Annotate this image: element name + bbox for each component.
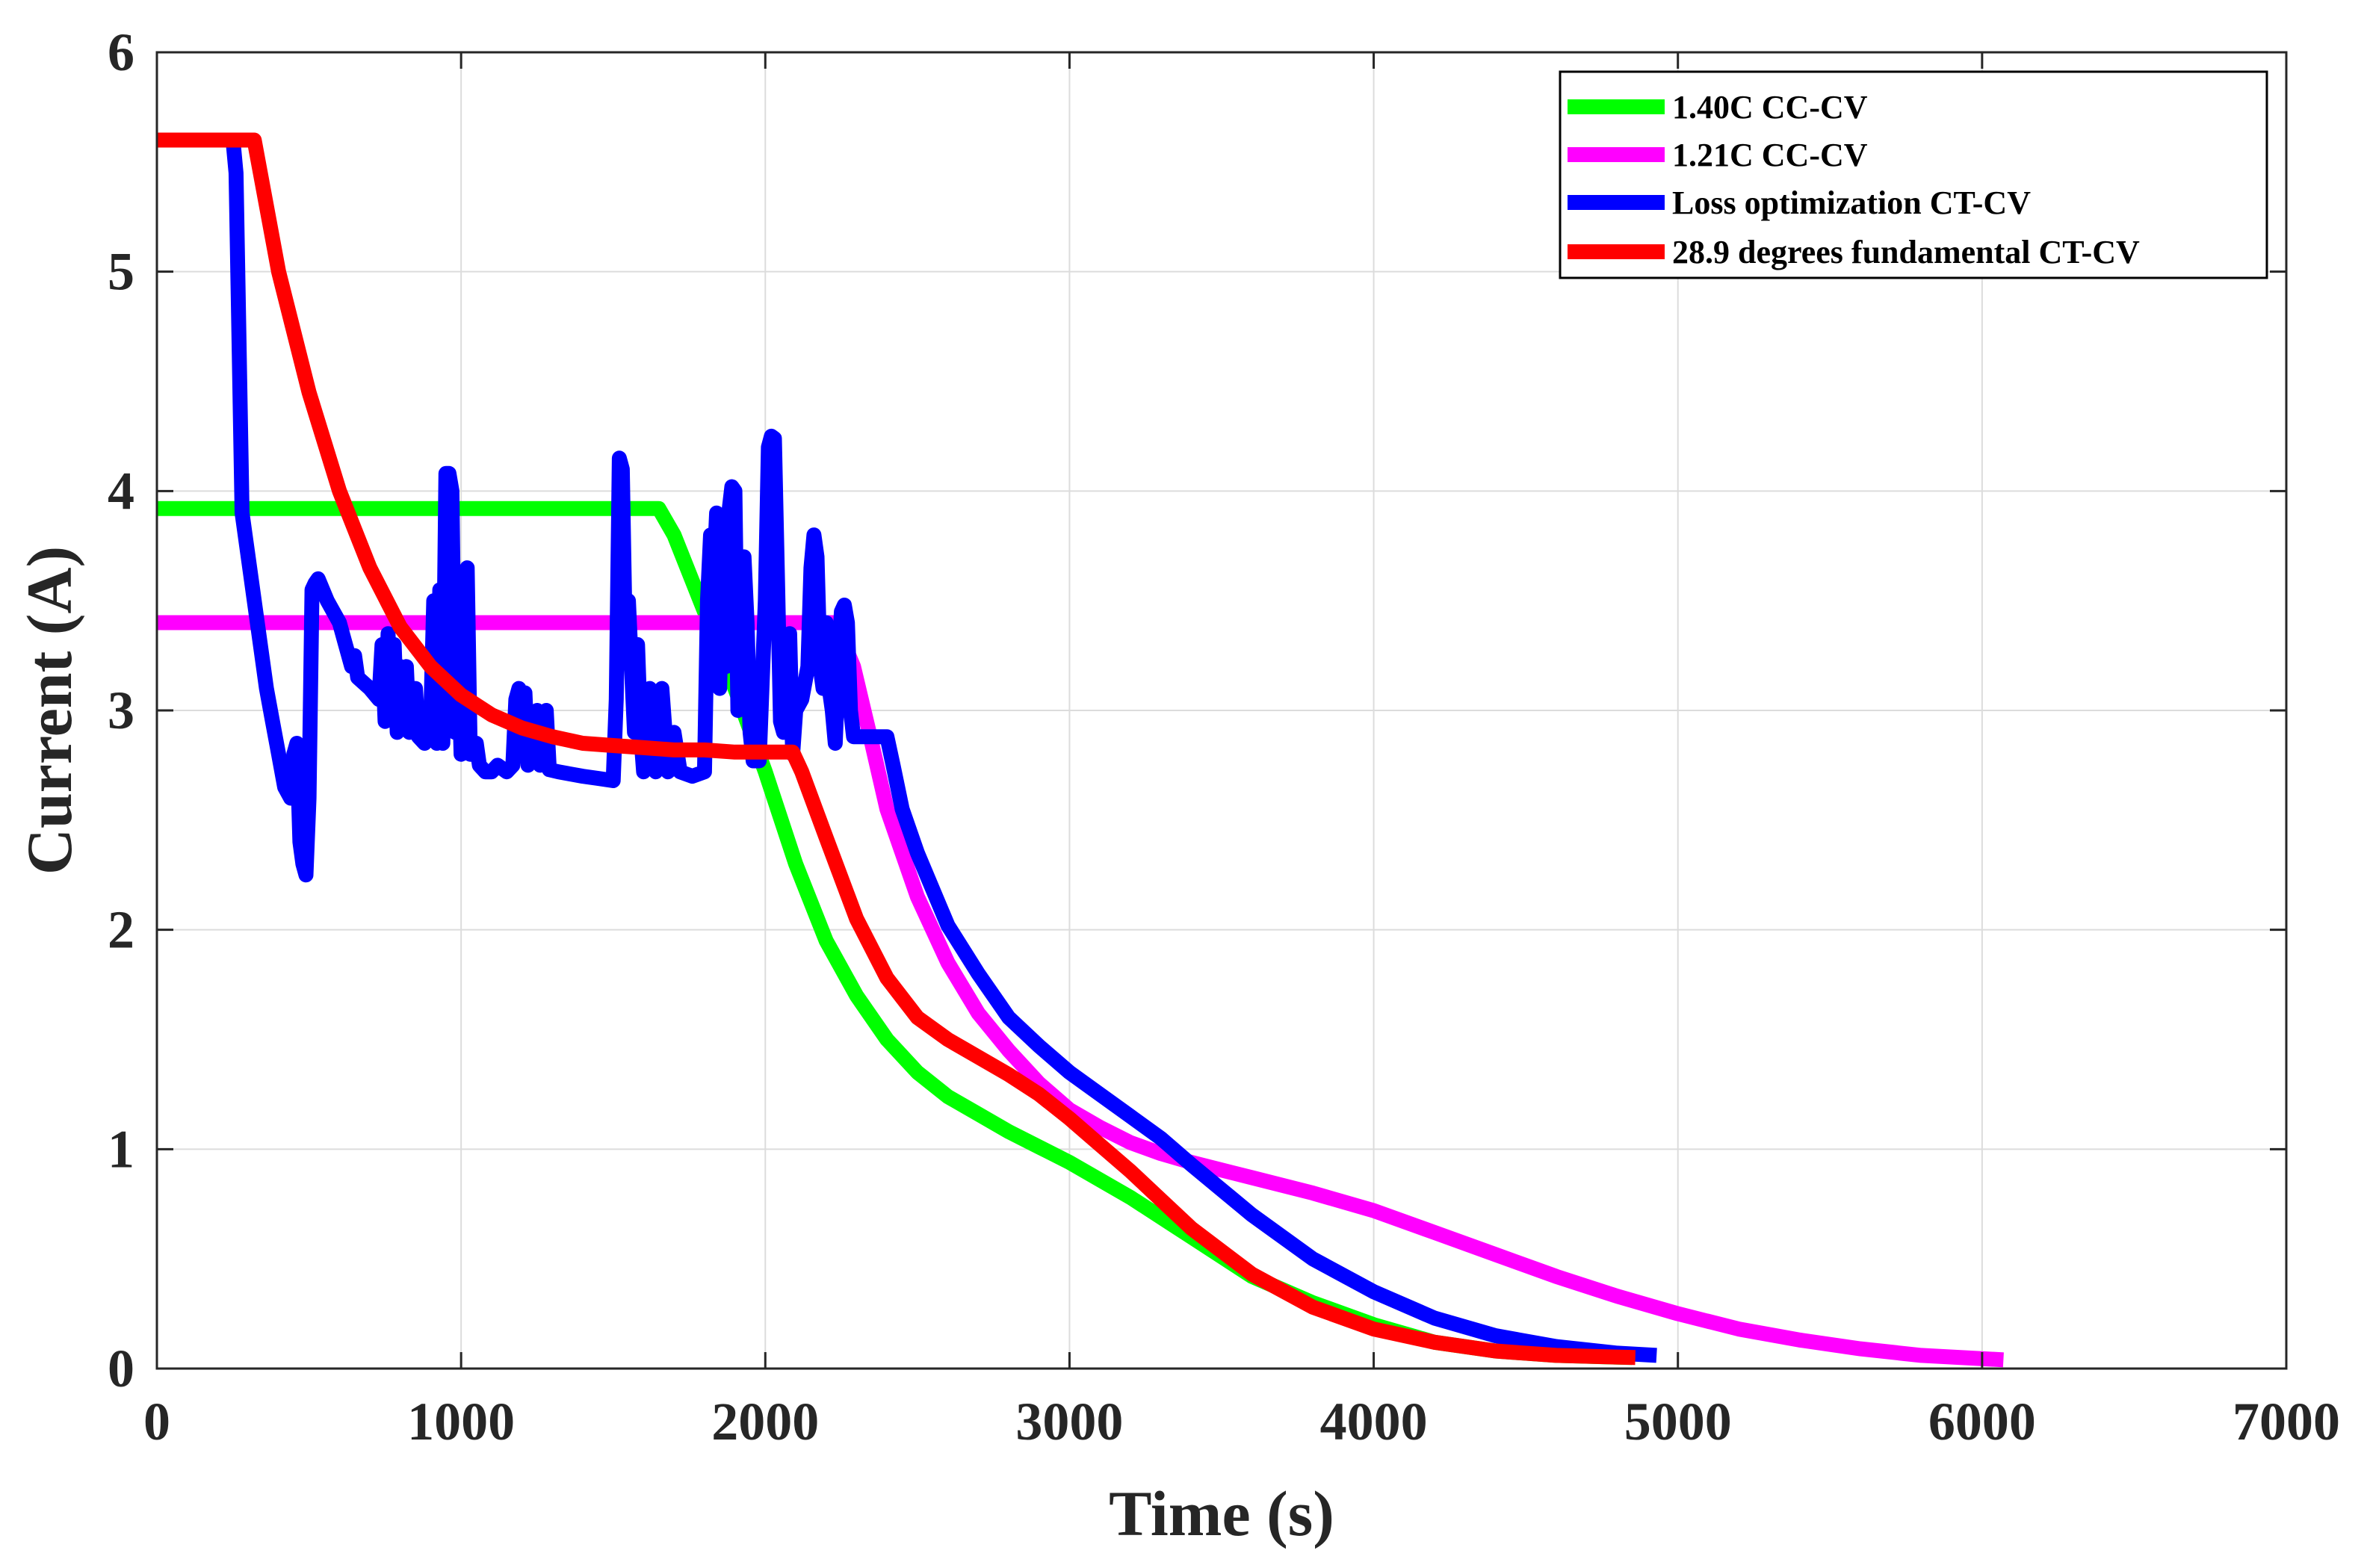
x-axis-title: Time (s) bbox=[1109, 1478, 1334, 1549]
y-tick-label: 2 bbox=[108, 900, 134, 960]
legend-entry: Loss optimization CT-CV bbox=[1568, 185, 2031, 221]
y-axis-title: Current (A) bbox=[13, 546, 85, 875]
y-tick-label: 5 bbox=[108, 242, 134, 302]
x-tick-label: 5000 bbox=[1624, 1392, 1732, 1451]
series-line-28-9-degrees-fundamental-ct-cv bbox=[157, 132, 1636, 1366]
legend-label: 28.9 degrees fundamental CT-CV bbox=[1672, 234, 2140, 270]
legend-entry: 1.40C CC-CV bbox=[1568, 89, 1868, 125]
legend-entry: 28.9 degrees fundamental CT-CV bbox=[1568, 234, 2140, 270]
ticks: 0 1000 2000 3000 4000 5000 6000 7000 0 1 2 3 4 5 6 bbox=[108, 22, 2340, 1451]
x-tick-label: 1000 bbox=[407, 1392, 515, 1451]
x-tick-label: 0 bbox=[143, 1392, 170, 1451]
y-tick-label: 1 bbox=[108, 1119, 134, 1179]
x-tick-label: 4000 bbox=[1320, 1392, 1428, 1451]
legend-label: 1.40C CC-CV bbox=[1672, 89, 1868, 125]
legend-label: Loss optimization CT-CV bbox=[1672, 185, 2031, 221]
x-tick-label: 3000 bbox=[1015, 1392, 1123, 1451]
y-tick-label: 0 bbox=[108, 1339, 134, 1398]
x-tick-label: 2000 bbox=[711, 1392, 819, 1451]
y-tick-label: 6 bbox=[108, 22, 134, 82]
series-layer bbox=[157, 132, 2004, 1368]
legend-entry: 1.21C CC-CV bbox=[1568, 137, 1868, 173]
x-tick-label: 6000 bbox=[1928, 1392, 2036, 1451]
legend-box bbox=[1559, 70, 2268, 279]
legend: 1.40C CC-CV 1.21C CC-CV Loss optimizatio… bbox=[1559, 70, 2268, 279]
series-line-loss-optimization-ct-cv bbox=[225, 139, 1657, 1363]
legend-label: 1.21C CC-CV bbox=[1672, 137, 1868, 173]
x-tick-label: 7000 bbox=[2233, 1392, 2340, 1451]
y-tick-label: 3 bbox=[108, 681, 134, 740]
y-tick-label: 4 bbox=[108, 461, 134, 521]
